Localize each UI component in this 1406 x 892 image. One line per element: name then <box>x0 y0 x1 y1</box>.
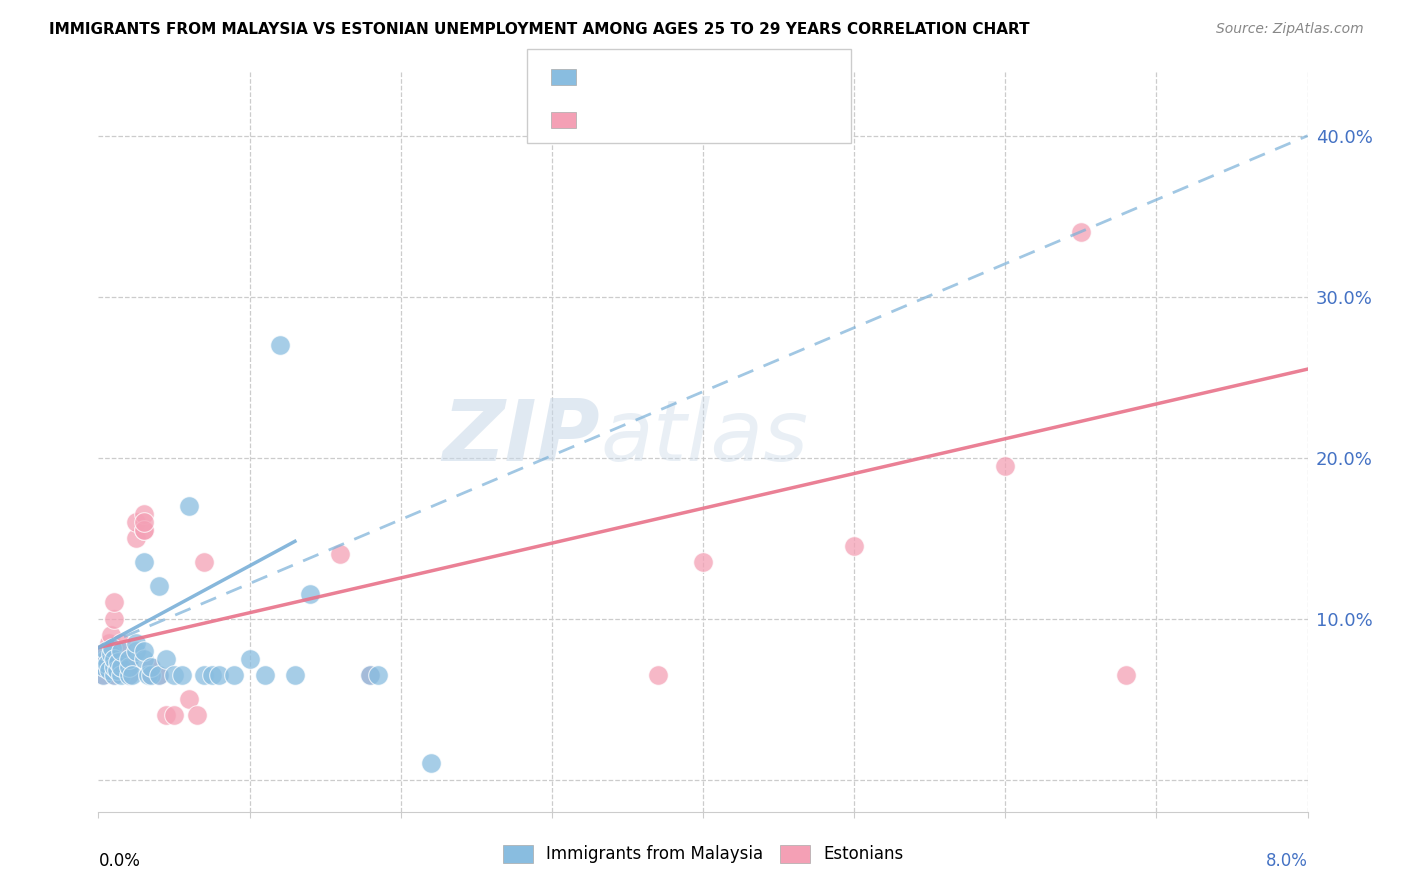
Point <box>163 668 186 682</box>
Point <box>110 668 132 682</box>
Point <box>132 523 155 537</box>
Point <box>193 668 215 682</box>
Point <box>103 595 125 609</box>
Point <box>994 458 1017 473</box>
Point <box>118 668 141 682</box>
Point <box>107 655 129 669</box>
Point <box>179 692 201 706</box>
Point <box>208 668 231 682</box>
Point <box>141 660 163 674</box>
Text: atlas: atlas <box>600 396 808 479</box>
Text: R = 0.613: R = 0.613 <box>588 111 671 128</box>
Point <box>299 587 322 601</box>
Point <box>148 668 170 682</box>
Point <box>132 652 155 666</box>
Point <box>141 668 163 682</box>
Point <box>253 668 276 682</box>
Text: R = 0.394: R = 0.394 <box>588 69 671 87</box>
Point <box>367 668 389 682</box>
Point <box>420 756 443 771</box>
Legend: Immigrants from Malaysia, Estonians: Immigrants from Malaysia, Estonians <box>496 838 910 870</box>
Point <box>93 660 115 674</box>
Point <box>125 636 148 650</box>
Text: 0.0%: 0.0% <box>98 853 141 871</box>
Point <box>105 663 128 677</box>
Point <box>98 636 121 650</box>
Point <box>141 660 163 674</box>
Text: IMMIGRANTS FROM MALAYSIA VS ESTONIAN UNEMPLOYMENT AMONG AGES 25 TO 29 YEARS CORR: IMMIGRANTS FROM MALAYSIA VS ESTONIAN UNE… <box>49 22 1029 37</box>
Point <box>101 640 124 655</box>
Point <box>93 660 115 674</box>
Point <box>100 628 122 642</box>
Point <box>269 338 291 352</box>
Point <box>136 668 159 682</box>
Point <box>179 499 201 513</box>
Point <box>132 555 155 569</box>
Point <box>1115 668 1137 682</box>
Point <box>132 644 155 658</box>
Point <box>155 708 177 723</box>
Point <box>132 515 155 529</box>
Point <box>1070 225 1092 239</box>
Point <box>103 652 125 666</box>
Point <box>155 652 177 666</box>
Point <box>94 652 117 666</box>
Point <box>118 652 141 666</box>
Point <box>105 644 128 658</box>
Point <box>94 644 117 658</box>
Point <box>100 647 122 661</box>
Point <box>141 668 163 682</box>
Point <box>103 668 125 682</box>
Text: 8.0%: 8.0% <box>1265 853 1308 871</box>
Point <box>201 668 224 682</box>
Point <box>329 547 352 561</box>
Point <box>96 657 118 671</box>
Point <box>125 531 148 545</box>
Point <box>110 636 132 650</box>
Point <box>103 611 125 625</box>
Point <box>132 523 155 537</box>
Point <box>118 660 141 674</box>
Point <box>118 660 141 674</box>
Point <box>103 668 125 682</box>
Point <box>121 668 143 682</box>
Point <box>844 539 866 553</box>
Point <box>239 652 262 666</box>
Text: Source: ZipAtlas.com: Source: ZipAtlas.com <box>1216 22 1364 37</box>
Point <box>692 555 714 569</box>
Point <box>360 668 382 682</box>
Point <box>163 708 186 723</box>
Point <box>110 644 132 658</box>
Point <box>224 668 246 682</box>
Text: N = 46: N = 46 <box>717 69 779 87</box>
Point <box>110 652 132 666</box>
Point <box>170 668 193 682</box>
Point <box>91 668 114 682</box>
Point <box>96 644 118 658</box>
Point <box>125 644 148 658</box>
Point <box>647 668 669 682</box>
Point <box>125 515 148 529</box>
Point <box>103 660 125 674</box>
Text: N = 37: N = 37 <box>717 111 779 128</box>
Point <box>360 668 382 682</box>
Text: ZIP: ZIP <box>443 396 600 479</box>
Point <box>110 660 132 674</box>
Point <box>284 668 307 682</box>
Point <box>148 668 170 682</box>
Point <box>98 663 121 677</box>
Point <box>148 579 170 593</box>
Point <box>132 507 155 521</box>
Point <box>91 668 114 682</box>
Point <box>103 660 125 674</box>
Point <box>193 555 215 569</box>
Point <box>118 668 141 682</box>
Point <box>94 652 117 666</box>
Point <box>186 708 208 723</box>
